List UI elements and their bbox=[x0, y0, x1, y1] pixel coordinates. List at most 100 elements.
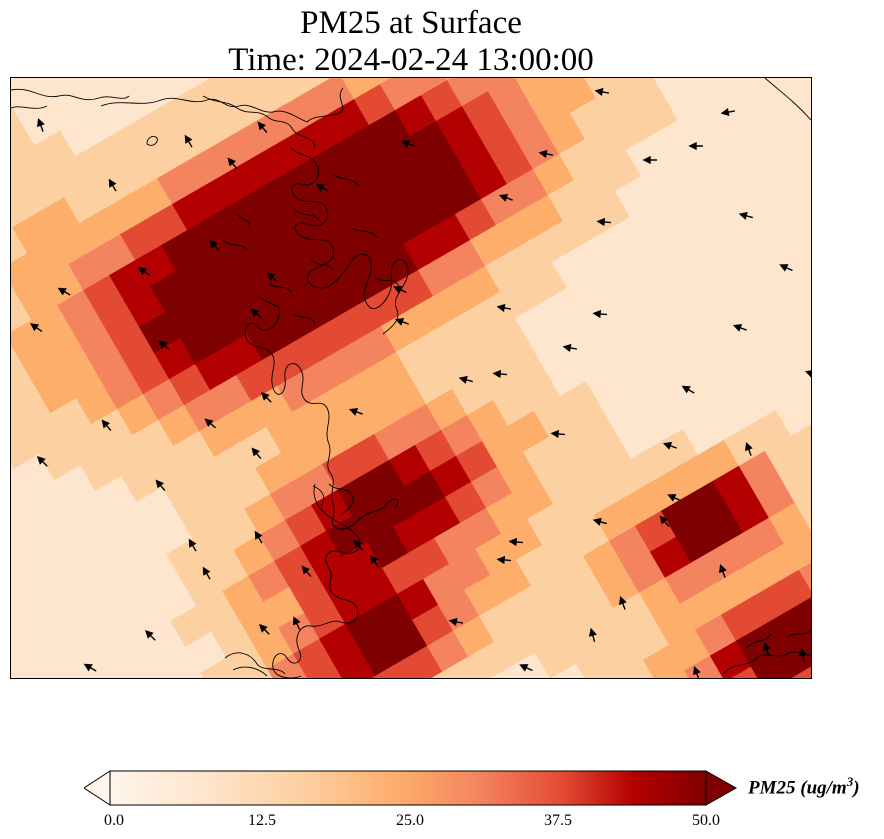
field-cell bbox=[394, 94, 437, 137]
field-cell bbox=[544, 354, 587, 397]
field-cell bbox=[615, 417, 658, 460]
field-cell bbox=[97, 78, 139, 101]
field-cell bbox=[580, 78, 623, 99]
wind-arrow bbox=[257, 121, 268, 134]
field-cell bbox=[311, 489, 353, 532]
field-cell bbox=[718, 115, 761, 158]
field-cell bbox=[537, 462, 580, 505]
field-cell bbox=[321, 206, 363, 249]
field-cell bbox=[361, 217, 404, 260]
colorbar-label-text: PM25 (ug/m bbox=[748, 777, 847, 799]
field-cell bbox=[629, 201, 672, 244]
field-cell bbox=[454, 198, 497, 241]
field-cell bbox=[49, 155, 91, 198]
wind-arrow bbox=[720, 107, 736, 117]
field-cell bbox=[276, 128, 318, 171]
field-cell bbox=[300, 530, 342, 573]
field-cell bbox=[187, 214, 229, 257]
field-cell bbox=[94, 233, 136, 276]
field-cell bbox=[656, 428, 699, 471]
field-cell bbox=[647, 78, 690, 95]
wind-arrow bbox=[693, 665, 701, 678]
field-cell bbox=[39, 438, 82, 481]
field-cell bbox=[626, 376, 669, 419]
field-cell bbox=[566, 272, 609, 315]
wind-arrow bbox=[594, 87, 610, 97]
field-cell bbox=[11, 144, 50, 187]
field-cell bbox=[733, 141, 776, 184]
field-cell bbox=[378, 485, 420, 528]
field-cell bbox=[471, 466, 513, 509]
field-cell bbox=[464, 574, 506, 617]
field-cell bbox=[501, 518, 543, 561]
field-cell bbox=[447, 306, 490, 349]
field-cell bbox=[11, 360, 37, 403]
field-cell bbox=[634, 510, 677, 553]
field-cell bbox=[674, 279, 717, 322]
field-cell bbox=[11, 386, 52, 429]
field-cell bbox=[288, 329, 330, 372]
field-cell bbox=[374, 418, 416, 461]
pm25-field-map[interactable] bbox=[11, 78, 811, 678]
field-cell bbox=[213, 199, 255, 242]
field-cell bbox=[779, 461, 811, 504]
field-cell bbox=[86, 99, 128, 142]
field-cell bbox=[80, 449, 123, 492]
field-cell bbox=[11, 78, 46, 120]
field-cell bbox=[408, 537, 450, 580]
field-cell bbox=[655, 186, 698, 229]
field-cell bbox=[593, 499, 636, 542]
field-cell bbox=[206, 307, 248, 350]
field-cell bbox=[546, 596, 588, 639]
field-cell bbox=[236, 359, 278, 402]
field-cell bbox=[490, 559, 532, 602]
field-cell bbox=[159, 646, 202, 678]
field-cell bbox=[776, 636, 811, 678]
field-cell bbox=[679, 588, 722, 631]
field-cell bbox=[480, 183, 523, 226]
field-cell bbox=[261, 102, 303, 145]
field-cell bbox=[678, 346, 721, 389]
field-cell bbox=[224, 158, 266, 201]
colorbar-tick: 37.5 bbox=[544, 812, 572, 829]
field-cell bbox=[585, 365, 628, 408]
field-cell bbox=[600, 391, 643, 434]
field-cell bbox=[357, 150, 400, 193]
wind-arrow bbox=[260, 391, 272, 403]
field-cell bbox=[11, 602, 38, 645]
field-cell bbox=[529, 328, 572, 371]
field-cell bbox=[383, 135, 426, 178]
field-cell bbox=[746, 584, 789, 627]
field-cell bbox=[494, 626, 536, 669]
field-cell bbox=[195, 348, 237, 391]
field-cell bbox=[210, 374, 252, 417]
field-cell bbox=[170, 605, 213, 648]
wind-arrow bbox=[258, 623, 270, 635]
field-cell bbox=[79, 207, 121, 250]
field-cell bbox=[98, 300, 140, 343]
map-panel[interactable] bbox=[10, 77, 812, 679]
field-cell bbox=[11, 468, 30, 511]
field-cell bbox=[173, 430, 215, 473]
field-cell bbox=[439, 172, 482, 215]
field-cell bbox=[116, 151, 158, 194]
field-cell bbox=[110, 501, 153, 544]
field-cell bbox=[292, 396, 334, 439]
field-cell bbox=[659, 253, 702, 296]
field-cell bbox=[11, 628, 53, 671]
field-cell bbox=[649, 536, 692, 579]
wind-arrow bbox=[659, 515, 670, 528]
field-cell bbox=[445, 481, 487, 524]
field-cell bbox=[139, 311, 181, 354]
field-cell bbox=[258, 277, 300, 320]
field-cell bbox=[218, 508, 260, 551]
colorbar-extend-low bbox=[84, 770, 111, 806]
field-cell bbox=[90, 166, 132, 209]
colorbar-gradient bbox=[109, 770, 707, 806]
field-cell bbox=[398, 161, 441, 204]
field-cell bbox=[27, 237, 69, 280]
field-cell bbox=[250, 143, 292, 186]
wind-arrow bbox=[519, 664, 533, 672]
field-cell bbox=[278, 612, 320, 655]
field-cell bbox=[729, 78, 772, 117]
